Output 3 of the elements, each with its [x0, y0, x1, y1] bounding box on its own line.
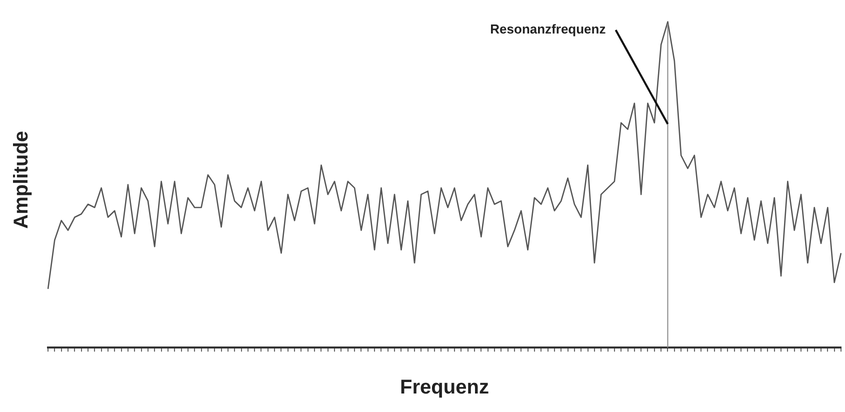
- annotation: Resonanzfrequenz: [490, 22, 606, 37]
- x-axis-title: Frequenz: [400, 376, 489, 399]
- y-axis-title: Amplitude: [10, 130, 33, 229]
